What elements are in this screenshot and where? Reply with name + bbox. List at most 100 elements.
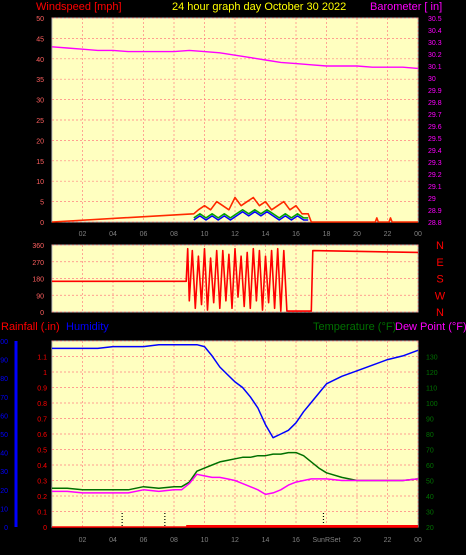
compass-label: S: [436, 274, 443, 286]
barometer-tick-label: 30.1: [428, 64, 442, 71]
temp-x-tick-label: 12: [231, 537, 239, 544]
wind-tick-label: 40: [36, 57, 44, 64]
rainfall-tick-label: 0.2: [37, 494, 47, 501]
series-dew_point: [52, 473, 419, 496]
temperature-label: Temperature (°F): [313, 321, 396, 333]
humidity-tick-label: 0: [4, 525, 8, 532]
wind-x-tick-label: 04: [109, 231, 117, 238]
rainfall-label: Rainfall (.in): [1, 321, 60, 333]
wind-x-tick-label: 12: [231, 231, 239, 238]
barometer-tick-label: 28.9: [428, 208, 442, 215]
rainfall-tick-label: 0.8: [37, 401, 47, 408]
rainfall-tick-label: 0.5: [37, 448, 47, 455]
series-temperature: [52, 451, 419, 491]
temp-x-tick-label: 04: [109, 537, 117, 544]
direction-tick-label: 360: [32, 243, 44, 250]
temperature-tick-label: 30: [426, 510, 434, 517]
compass-label: E: [436, 257, 443, 269]
graph-title: 24 hour graph day October 30 2022: [172, 1, 346, 13]
temp-x-tick-label: 20: [353, 537, 361, 544]
temperature-tick-label: 100: [426, 401, 438, 408]
barometer-tick-label: 29.5: [428, 136, 442, 143]
barometer-tick-label: 28.8: [428, 220, 442, 227]
barometer-tick-label: 30.4: [428, 28, 442, 35]
humidity-label: Humidity: [66, 321, 109, 333]
wind-x-tick-label: 00: [414, 231, 422, 238]
compass-label: N: [436, 307, 444, 319]
wind-x-tick-label: 14: [262, 231, 270, 238]
humidity-tick-label: 30: [0, 469, 8, 476]
humidity-tick-label: 70: [0, 395, 8, 402]
barometer-tick-label: 29.9: [428, 88, 442, 95]
wind-x-tick-label: 06: [140, 231, 148, 238]
series-wind-avg-blue: [193, 211, 309, 221]
temperature-tick-label: 20: [426, 525, 434, 532]
wind-tick-label: 35: [36, 77, 44, 84]
temp-x-tick-label: 00: [414, 537, 422, 544]
rainfall-tick-label: 0.4: [37, 463, 47, 470]
direction-tick-label: 180: [32, 277, 44, 284]
temp-x-tick-label: 14: [262, 537, 270, 544]
wind-tick-label: 25: [36, 118, 44, 125]
wind-tick-label: 10: [36, 179, 44, 186]
series-wind-avg-green: [193, 209, 309, 219]
wind-tick-label: 15: [36, 159, 44, 166]
temperature-tick-label: 40: [426, 494, 434, 501]
barometer-tick-label: 29.3: [428, 160, 442, 167]
wind-tick-label: 20: [36, 138, 44, 145]
rainfall-tick-label: 0.6: [37, 432, 47, 439]
barometer-tick-label: 29.7: [428, 112, 442, 119]
wind-tick-label: 30: [36, 98, 44, 105]
temp-x-tick-label: 22: [384, 537, 392, 544]
wind-tick-label: 50: [36, 16, 44, 23]
temperature-tick-label: 120: [426, 370, 438, 377]
temp-x-tick-label: 08: [170, 537, 178, 544]
wind-x-tick-label: 10: [201, 231, 209, 238]
temp-x-tick-label: 10: [201, 537, 209, 544]
temperature-tick-label: 70: [426, 448, 434, 455]
barometer-tick-label: 30.3: [428, 40, 442, 47]
barometer-tick-label: 30.5: [428, 16, 442, 23]
barometer-tick-label: 29.8: [428, 100, 442, 107]
humidity-tick-label: 40: [0, 451, 8, 458]
wind-x-tick-label: 02: [79, 231, 87, 238]
rainfall-tick-label: 1: [43, 370, 47, 377]
temp-x-tick-label: 16: [292, 537, 300, 544]
compass-label: W: [435, 290, 446, 302]
barometer-tick-label: 29.6: [428, 124, 442, 131]
humidity-tick-label: 80: [0, 376, 8, 383]
barometer-label: Barometer [ in]: [370, 1, 442, 13]
rainfall-tick-label: 0.9: [37, 386, 47, 393]
humidity-tick-label: 50: [0, 432, 8, 439]
temp-x-tick-label: 06: [140, 537, 148, 544]
wind-x-tick-label: 20: [353, 231, 361, 238]
rainfall-tick-label: 1.1: [37, 355, 47, 362]
humidity-tick-label: 100: [0, 339, 8, 346]
wind-tick-label: 0: [40, 220, 44, 227]
barometer-tick-label: 29.2: [428, 172, 442, 179]
barometer-tick-label: 29.4: [428, 148, 442, 155]
rainfall-tick-label: 0.3: [37, 479, 47, 486]
wind-x-tick-label: 08: [170, 231, 178, 238]
barometer-tick-label: 30: [428, 76, 436, 83]
temp-x-tick-label: 02: [79, 537, 87, 544]
wind-tick-label: 45: [36, 36, 44, 43]
temperature-tick-label: 60: [426, 463, 434, 470]
humidity-tick-label: 10: [0, 506, 8, 513]
rainfall-tick-label: 0: [43, 525, 47, 532]
series-wind_gust: [51, 196, 418, 223]
temperature-tick-label: 110: [426, 386, 437, 393]
temperature-tick-label: 50: [426, 479, 434, 486]
direction-tick-label: 0: [40, 310, 44, 317]
temperature-tick-label: 90: [426, 417, 434, 424]
humidity-tick-label: 60: [0, 413, 8, 420]
rainfall-tick-label: 0.7: [37, 417, 47, 424]
compass-label: N: [436, 240, 444, 252]
temp-x-tick-label: SunRSet: [312, 537, 340, 544]
series-humidity: [52, 343, 419, 439]
windspeed-label: Windspeed [mph]: [36, 1, 122, 13]
direction-tick-label: 90: [36, 293, 44, 300]
humidity-tick-label: 90: [0, 358, 8, 365]
